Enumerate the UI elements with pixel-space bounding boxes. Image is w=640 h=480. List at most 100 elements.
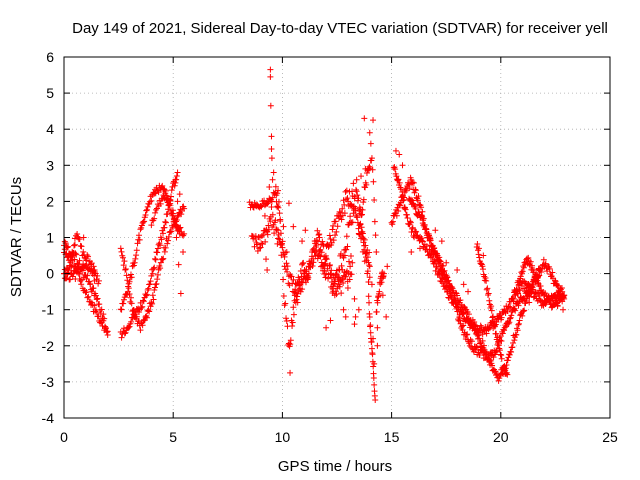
- data-point: [140, 317, 147, 324]
- data-point: [554, 299, 561, 306]
- data-point: [161, 186, 168, 193]
- data-point: [371, 381, 378, 388]
- data-point: [368, 338, 375, 345]
- y-tick-label: 4: [46, 121, 54, 137]
- data-point: [148, 299, 155, 306]
- data-points: [61, 66, 568, 403]
- data-point: [276, 210, 283, 217]
- data-point: [447, 283, 454, 290]
- data-point: [146, 308, 153, 315]
- data-point: [392, 147, 399, 154]
- data-point: [122, 266, 129, 273]
- data-point: [453, 303, 460, 310]
- data-point: [145, 285, 152, 292]
- data-point: [432, 267, 439, 274]
- data-point: [175, 261, 182, 268]
- data-point: [479, 263, 486, 270]
- data-point: [540, 256, 547, 263]
- data-point: [149, 270, 156, 277]
- data-point: [269, 211, 276, 218]
- data-point: [297, 288, 304, 295]
- x-axis-ticks: 0 5 10 15 20 25: [60, 57, 618, 445]
- data-point: [384, 263, 391, 270]
- data-point: [367, 140, 374, 147]
- data-point: [389, 218, 396, 225]
- data-point: [501, 327, 508, 334]
- data-point: [267, 218, 274, 225]
- data-point: [412, 205, 419, 212]
- data-point: [506, 351, 513, 358]
- data-point: [129, 263, 136, 270]
- data-point: [327, 236, 334, 243]
- data-point: [263, 256, 270, 263]
- data-point: [252, 233, 259, 240]
- data-point: [164, 240, 171, 247]
- data-point: [383, 313, 390, 320]
- data-point: [407, 218, 414, 225]
- data-point: [493, 330, 500, 337]
- data-point: [374, 299, 381, 306]
- data-point: [556, 290, 563, 297]
- data-point: [171, 218, 178, 225]
- y-tick-label: -3: [42, 374, 55, 390]
- data-point: [117, 245, 124, 252]
- data-point: [395, 176, 402, 183]
- data-point: [94, 272, 101, 279]
- data-point: [150, 265, 157, 272]
- data-point: [298, 273, 305, 280]
- data-point: [413, 228, 420, 235]
- data-point: [76, 270, 83, 277]
- data-point: [485, 290, 492, 297]
- data-point: [78, 243, 85, 250]
- data-point: [319, 238, 326, 245]
- y-tick-label: 1: [46, 230, 54, 246]
- data-point: [267, 73, 274, 80]
- data-point: [321, 261, 328, 268]
- data-point: [307, 260, 314, 267]
- data-point: [403, 187, 410, 194]
- data-point: [181, 205, 188, 212]
- data-point: [312, 252, 319, 259]
- data-point: [85, 253, 92, 260]
- data-point: [490, 313, 496, 320]
- data-point: [490, 354, 497, 361]
- data-point: [510, 306, 517, 313]
- data-point: [560, 306, 567, 313]
- data-point: [154, 249, 161, 256]
- data-point: [325, 275, 332, 282]
- data-point: [322, 256, 329, 263]
- data-point: [327, 271, 334, 278]
- data-point: [80, 234, 87, 241]
- chart-title: Day 149 of 2021, Sidereal Day-to-day VTE…: [72, 20, 608, 37]
- data-point: [374, 324, 381, 331]
- data-point: [410, 201, 417, 208]
- data-point: [342, 313, 349, 320]
- data-point: [151, 215, 158, 222]
- data-point: [297, 281, 304, 288]
- data-point: [326, 232, 333, 239]
- data-point: [131, 259, 138, 266]
- data-point: [100, 311, 107, 318]
- data-point: [352, 205, 359, 212]
- data-point: [71, 241, 78, 248]
- data-point: [273, 226, 280, 233]
- data-point: [530, 294, 537, 301]
- data-point: [338, 276, 345, 283]
- data-point: [151, 264, 158, 271]
- data-point: [118, 306, 125, 313]
- data-point: [310, 259, 317, 266]
- data-point: [446, 282, 453, 289]
- data-point: [427, 235, 434, 242]
- data-point: [353, 213, 360, 220]
- data-point: [339, 266, 346, 273]
- data-point: [478, 260, 485, 267]
- data-point: [367, 322, 374, 329]
- data-point: [376, 288, 383, 295]
- data-point: [270, 221, 277, 228]
- data-point: [536, 292, 543, 299]
- data-point: [98, 306, 105, 313]
- data-point: [429, 253, 436, 260]
- data-point: [372, 232, 379, 239]
- data-point: [515, 320, 522, 327]
- data-point: [526, 261, 533, 268]
